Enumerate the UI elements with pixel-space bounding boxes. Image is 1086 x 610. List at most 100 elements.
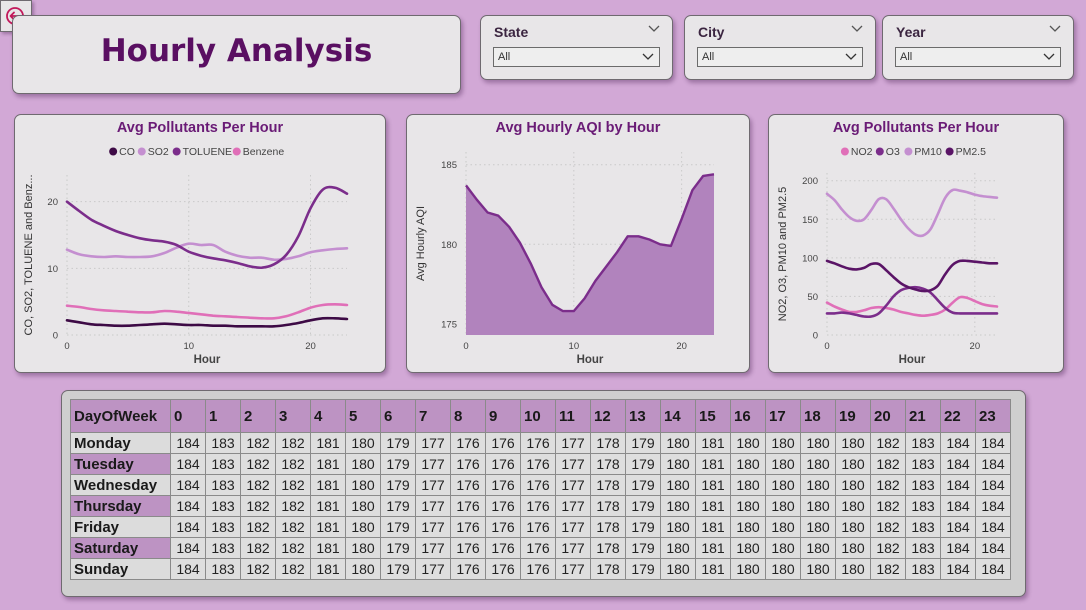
legend-label: PM10	[914, 146, 942, 158]
table-cell: 182	[275, 432, 311, 454]
table-cell: 180	[835, 474, 871, 496]
matrix-header-hour[interactable]: 14	[660, 399, 696, 433]
table-cell: 181	[310, 453, 346, 475]
matrix-header-hour[interactable]: 12	[590, 399, 626, 433]
table-cell: 179	[380, 558, 416, 580]
legend-marker	[904, 147, 913, 156]
matrix-header-hour[interactable]: 2	[240, 399, 276, 433]
y-axis-title: CO, SO2, TOLUENE and Benz...	[23, 175, 35, 336]
matrix-header-hour[interactable]: 23	[975, 399, 1011, 433]
table-row: Tuesday 184 183 182 182 181 180 179 177 176 176 176…	[70, 453, 1011, 475]
row-day-label: Saturday	[70, 537, 171, 559]
table-cell: 180	[765, 558, 801, 580]
state-dropdown[interactable]: All	[493, 47, 660, 67]
matrix-header-hour[interactable]: 11	[555, 399, 591, 433]
matrix-header-hour[interactable]: 17	[765, 399, 801, 433]
matrix-header-hour[interactable]: 8	[450, 399, 486, 433]
y-tick-label: 10	[47, 264, 58, 275]
table-cell: 177	[415, 516, 451, 538]
matrix-header-hour[interactable]: 0	[170, 399, 206, 433]
state-slicer[interactable]: State All	[480, 15, 673, 80]
matrix-header-hour[interactable]: 20	[870, 399, 906, 433]
table-cell: 180	[835, 495, 871, 517]
table-cell: 180	[835, 432, 871, 454]
table-cell: 184	[940, 537, 976, 559]
aqi-hour-chart: Avg Hourly AQI by Hour 175 180 185 0 10 20 Hou…	[406, 114, 750, 373]
matrix-header-hour[interactable]: 5	[345, 399, 381, 433]
series-line-pm2-5	[825, 259, 999, 293]
table-cell: 176	[450, 558, 486, 580]
table-cell: 184	[940, 453, 976, 475]
table-cell: 184	[940, 558, 976, 580]
chart-title: Avg Pollutants Per Hour	[832, 120, 1000, 136]
legend-marker	[232, 147, 241, 156]
matrix-header-hour[interactable]: 21	[905, 399, 941, 433]
y-tick-label: 200	[802, 176, 818, 187]
table-cell: 183	[205, 453, 241, 475]
table-row: Sunday 184 183 182 182 181 180 179 177 176 176 176 1…	[70, 558, 1011, 580]
y-axis-title: Avg Hourly AQI	[415, 206, 427, 281]
chevron-down-icon[interactable]	[1049, 24, 1061, 34]
table-cell: 179	[625, 432, 661, 454]
table-cell: 184	[975, 537, 1011, 559]
legend-label: CO	[119, 146, 135, 158]
table-cell: 176	[450, 495, 486, 517]
table-cell: 177	[415, 495, 451, 517]
table-cell: 179	[380, 432, 416, 454]
table-cell: 180	[800, 453, 836, 475]
matrix-header-hour[interactable]: 3	[275, 399, 311, 433]
city-slicer[interactable]: City All	[684, 15, 876, 80]
table-cell: 182	[275, 474, 311, 496]
area-fill	[466, 174, 714, 335]
table-cell: 180	[765, 453, 801, 475]
table-cell: 184	[940, 516, 976, 538]
matrix-header-hour[interactable]: 13	[625, 399, 661, 433]
table-cell: 182	[870, 516, 906, 538]
year-slicer[interactable]: Year All	[882, 15, 1074, 80]
table-cell: 183	[205, 495, 241, 517]
table-cell: 176	[485, 432, 521, 454]
table-cell: 176	[520, 495, 556, 517]
table-cell: 176	[520, 474, 556, 496]
table-cell: 177	[555, 432, 591, 454]
matrix-header-hour[interactable]: 6	[380, 399, 416, 433]
table-cell: 182	[275, 558, 311, 580]
chevron-down-icon[interactable]	[648, 24, 660, 34]
table-cell: 182	[240, 495, 276, 517]
table-cell: 177	[555, 516, 591, 538]
matrix-header-hour[interactable]: 9	[485, 399, 521, 433]
matrix-header-hour[interactable]: 7	[415, 399, 451, 433]
table-cell: 176	[450, 537, 486, 559]
year-dropdown-value: All	[900, 51, 913, 63]
table-cell: 184	[940, 474, 976, 496]
table-cell: 180	[730, 474, 766, 496]
city-slicer-label: City	[698, 24, 725, 40]
matrix-header-dayofweek[interactable]: DayOfWeek	[70, 399, 171, 433]
matrix-header-hour[interactable]: 22	[940, 399, 976, 433]
matrix-header-hour[interactable]: 16	[730, 399, 766, 433]
table-cell: 180	[765, 432, 801, 454]
table-cell: 183	[905, 432, 941, 454]
table-cell: 176	[520, 537, 556, 559]
table-cell: 180	[765, 537, 801, 559]
table-cell: 176	[450, 474, 486, 496]
table-cell: 181	[695, 558, 731, 580]
matrix-header-hour[interactable]: 4	[310, 399, 346, 433]
chevron-down-icon[interactable]	[851, 24, 863, 34]
table-cell: 180	[835, 453, 871, 475]
table-cell: 182	[275, 495, 311, 517]
matrix-header-hour[interactable]: 19	[835, 399, 871, 433]
matrix-header-hour[interactable]: 18	[800, 399, 836, 433]
table-cell: 180	[730, 558, 766, 580]
legend-label: SO2	[148, 146, 169, 158]
matrix-header-hour[interactable]: 1	[205, 399, 241, 433]
matrix-header-hour[interactable]: 15	[695, 399, 731, 433]
table-cell: 176	[485, 495, 521, 517]
city-dropdown[interactable]: All	[697, 47, 863, 67]
table-cell: 181	[695, 495, 731, 517]
table-cell: 184	[170, 474, 206, 496]
table-cell: 177	[555, 558, 591, 580]
year-dropdown[interactable]: All	[895, 47, 1061, 67]
legend-marker	[875, 147, 884, 156]
matrix-header-hour[interactable]: 10	[520, 399, 556, 433]
